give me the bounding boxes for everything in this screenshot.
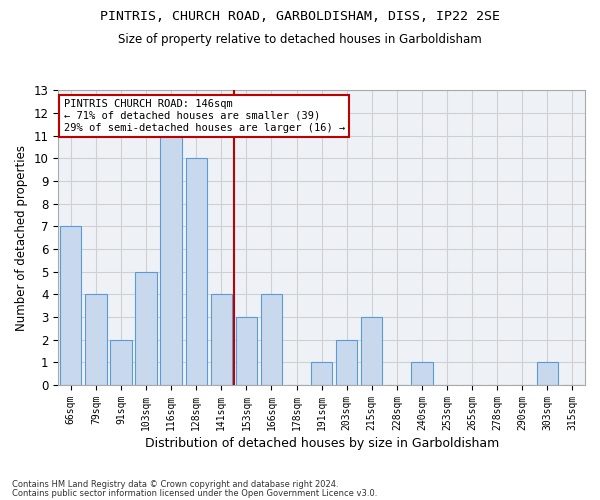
Bar [261,294,282,385]
Bar [185,158,207,385]
Bar [361,317,382,385]
Bar [211,294,232,385]
Bar [110,340,131,385]
Bar [412,362,433,385]
Bar [336,340,358,385]
Bar [537,362,558,385]
Bar [311,362,332,385]
Bar [160,136,182,385]
X-axis label: Distribution of detached houses by size in Garboldisham: Distribution of detached houses by size … [145,437,499,450]
Text: Contains HM Land Registry data © Crown copyright and database right 2024.: Contains HM Land Registry data © Crown c… [12,480,338,489]
Text: PINTRIS, CHURCH ROAD, GARBOLDISHAM, DISS, IP22 2SE: PINTRIS, CHURCH ROAD, GARBOLDISHAM, DISS… [100,10,500,23]
Bar [60,226,82,385]
Text: PINTRIS CHURCH ROAD: 146sqm
← 71% of detached houses are smaller (39)
29% of sem: PINTRIS CHURCH ROAD: 146sqm ← 71% of det… [64,100,345,132]
Text: Contains public sector information licensed under the Open Government Licence v3: Contains public sector information licen… [12,488,377,498]
Bar [136,272,157,385]
Bar [85,294,107,385]
Text: Size of property relative to detached houses in Garboldisham: Size of property relative to detached ho… [118,32,482,46]
Y-axis label: Number of detached properties: Number of detached properties [15,145,28,331]
Bar [236,317,257,385]
